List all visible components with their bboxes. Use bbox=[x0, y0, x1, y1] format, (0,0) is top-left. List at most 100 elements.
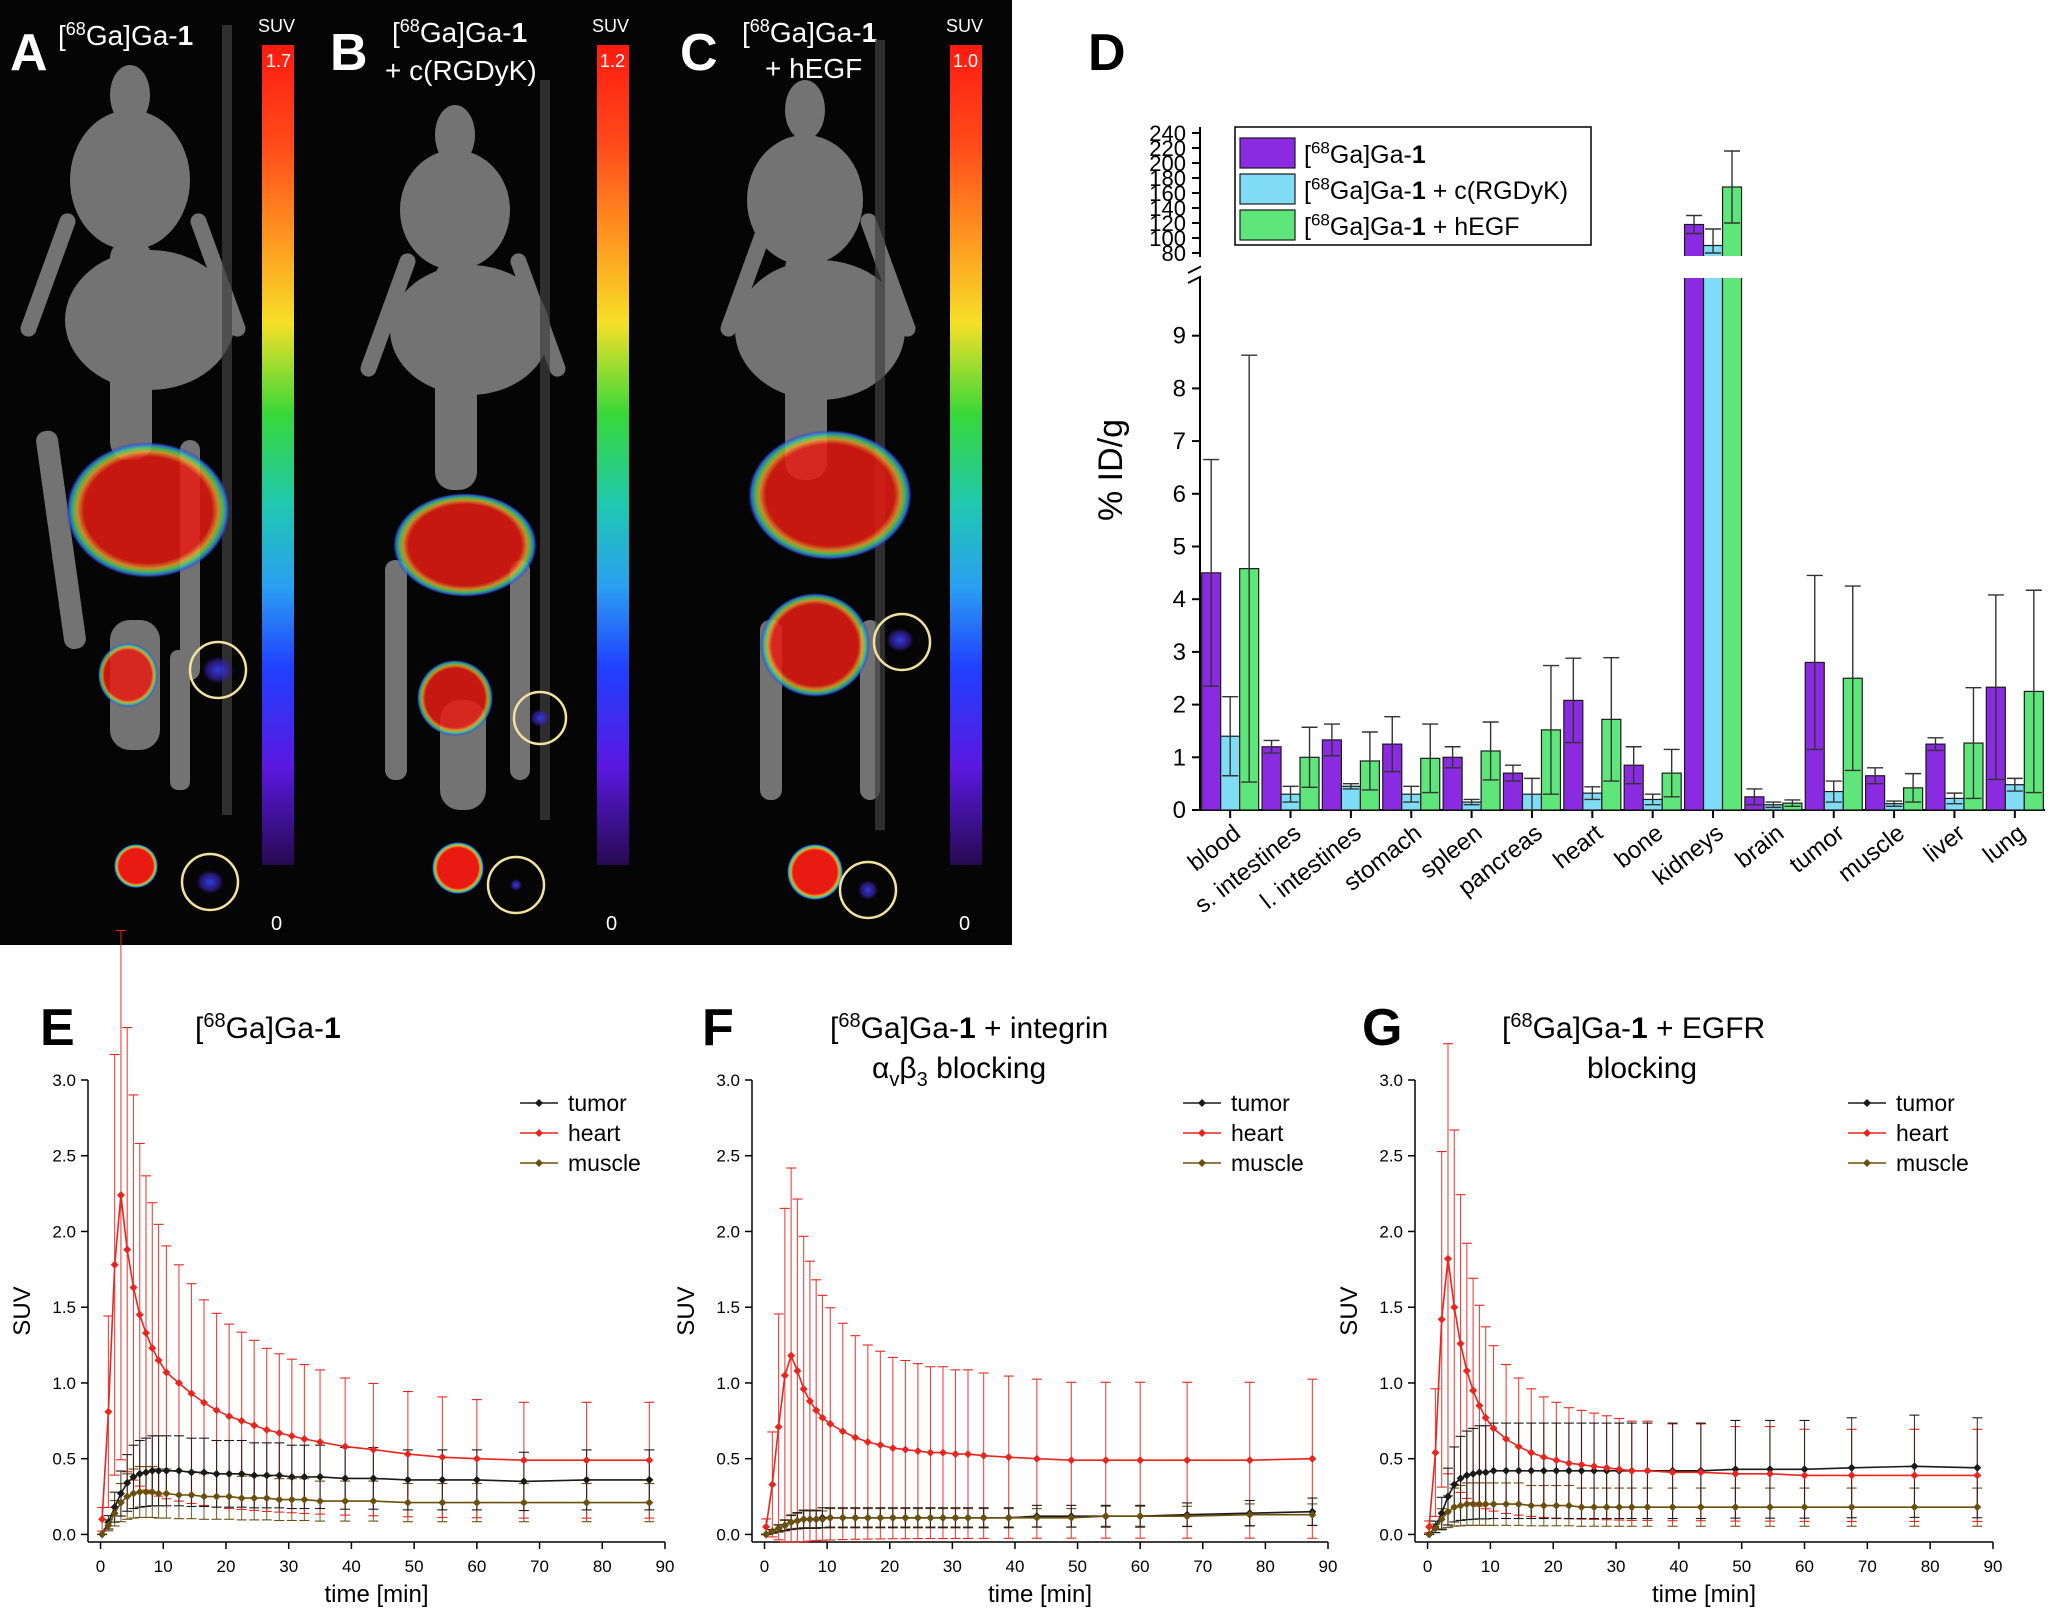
data-point-muscle bbox=[818, 1515, 827, 1524]
y-tick-label: 180 bbox=[1149, 166, 1186, 191]
data-point-heart bbox=[979, 1451, 988, 1460]
y-tick-label: 3.0 bbox=[52, 1071, 76, 1090]
data-point-muscle bbox=[1437, 1515, 1446, 1524]
data-point-tumor bbox=[1910, 1462, 1919, 1471]
data-point-tumor bbox=[262, 1471, 271, 1480]
data-point-muscle bbox=[341, 1497, 350, 1506]
x-tick-label: 0 bbox=[1423, 1557, 1432, 1576]
y-tick-label: 200 bbox=[1149, 151, 1186, 176]
data-point-heart bbox=[787, 1351, 796, 1360]
data-point-heart bbox=[582, 1456, 591, 1465]
data-point-heart bbox=[838, 1427, 847, 1436]
data-point-muscle bbox=[287, 1495, 296, 1504]
data-point-muscle bbox=[237, 1494, 246, 1503]
data-point-heart bbox=[519, 1456, 528, 1465]
data-point-heart bbox=[104, 1407, 113, 1416]
tumor-hotspot-a bbox=[202, 656, 234, 684]
colorbar-max-a: 1.7 bbox=[266, 51, 291, 71]
data-point-tumor bbox=[369, 1474, 378, 1483]
data-point-heart bbox=[926, 1448, 935, 1457]
data-point-muscle bbox=[1731, 1503, 1740, 1512]
data-point-tumor bbox=[1437, 1509, 1446, 1518]
x-tick-label: 90 bbox=[656, 1557, 675, 1576]
data-point-tumor bbox=[174, 1466, 183, 1475]
data-point-muscle bbox=[1602, 1503, 1611, 1512]
legend-label: heart bbox=[1896, 1120, 1949, 1146]
panel-g-label: G bbox=[1362, 999, 1402, 1057]
y-tick-label: 9 bbox=[1173, 323, 1186, 350]
slice-tumor-c bbox=[858, 880, 878, 900]
data-point-heart bbox=[1696, 1468, 1705, 1477]
data-point-heart bbox=[316, 1438, 325, 1447]
y-tick-label: 0.0 bbox=[52, 1525, 76, 1544]
data-point-tumor bbox=[300, 1472, 309, 1481]
data-point-muscle bbox=[129, 1489, 138, 1498]
data-point-heart bbox=[951, 1450, 960, 1459]
data-point-muscle bbox=[135, 1488, 144, 1497]
data-point-heart bbox=[1136, 1456, 1145, 1465]
data-point-muscle bbox=[1032, 1513, 1041, 1522]
data-point-heart bbox=[275, 1428, 284, 1437]
data-point-heart bbox=[225, 1412, 234, 1421]
panel-g-title-line2: blocking bbox=[1587, 1052, 1697, 1085]
y-tick-label: 1.5 bbox=[52, 1298, 76, 1317]
data-point-tumor bbox=[148, 1466, 157, 1475]
x-tick-label: brain bbox=[1730, 819, 1789, 873]
data-point-heart bbox=[1101, 1456, 1110, 1465]
bladder-hotspot-b bbox=[417, 660, 493, 736]
tumor-hotspot-c bbox=[886, 628, 914, 652]
legend-marker bbox=[1863, 1099, 1871, 1107]
pet-panel-a: A [68Ga]Ga-1 SUV 1.7 0 bbox=[10, 16, 295, 935]
slice-tumor-b bbox=[510, 879, 522, 891]
data-point-muscle bbox=[519, 1498, 528, 1507]
legend-marker bbox=[535, 1159, 543, 1167]
data-point-tumor bbox=[1564, 1466, 1573, 1475]
panel-f-title: [68Ga]Ga-1 + integrin bbox=[830, 1010, 1108, 1045]
data-point-heart bbox=[645, 1456, 654, 1465]
suv-label-a: SUV bbox=[258, 16, 295, 36]
data-point-muscle bbox=[123, 1492, 132, 1501]
data-point-heart bbox=[200, 1398, 209, 1407]
legend-marker bbox=[1863, 1159, 1871, 1167]
data-point-muscle bbox=[1431, 1524, 1440, 1533]
data-point-heart bbox=[1032, 1454, 1041, 1463]
data-point-heart bbox=[1481, 1413, 1490, 1422]
data-point-muscle bbox=[645, 1498, 654, 1507]
pet-panel-b: B [68Ga]Ga-1 + c(RGDyK) SUV 1.2 0 bbox=[330, 16, 629, 935]
y-tick-label: 2.5 bbox=[716, 1147, 740, 1166]
x-axis-title: time [min] bbox=[324, 1581, 428, 1608]
series-line-heart bbox=[1428, 1258, 1978, 1527]
x-tick-label: 70 bbox=[1193, 1557, 1212, 1576]
data-point-tumor bbox=[135, 1469, 144, 1478]
data-point-muscle bbox=[1527, 1501, 1536, 1510]
y-tick-label: 8 bbox=[1173, 375, 1186, 402]
data-point-heart bbox=[1004, 1453, 1013, 1462]
data-point-tumor bbox=[1590, 1466, 1599, 1475]
data-point-heart bbox=[1800, 1471, 1809, 1480]
data-point-muscle bbox=[876, 1513, 885, 1522]
data-point-tumor bbox=[316, 1472, 325, 1481]
data-point-muscle bbox=[1450, 1503, 1459, 1512]
data-point-muscle bbox=[200, 1492, 209, 1501]
data-point-muscle bbox=[964, 1513, 972, 1522]
data-point-muscle bbox=[104, 1521, 113, 1530]
data-point-tumor bbox=[250, 1471, 259, 1480]
y-tick-label: 1.0 bbox=[52, 1374, 76, 1393]
data-point-tumor bbox=[1502, 1466, 1511, 1475]
data-point-heart bbox=[154, 1356, 163, 1365]
panel-c-title: [68Ga]Ga-1 bbox=[742, 16, 877, 48]
data-point-heart bbox=[287, 1431, 296, 1440]
x-tick-label: 60 bbox=[1795, 1557, 1814, 1576]
legend-label: tumor bbox=[1231, 1090, 1290, 1116]
data-point-tumor bbox=[403, 1475, 412, 1484]
data-point-muscle bbox=[1101, 1512, 1110, 1521]
data-point-muscle bbox=[369, 1497, 378, 1506]
data-point-muscle bbox=[1425, 1530, 1434, 1539]
x-tick-label: 80 bbox=[593, 1557, 612, 1576]
x-tick-label: 10 bbox=[818, 1557, 837, 1576]
x-tick-label: 80 bbox=[1256, 1557, 1275, 1576]
x-tick-label: 20 bbox=[217, 1557, 236, 1576]
legend-marker bbox=[1198, 1129, 1206, 1137]
data-point-tumor bbox=[162, 1466, 171, 1475]
data-point-heart bbox=[1450, 1303, 1459, 1312]
